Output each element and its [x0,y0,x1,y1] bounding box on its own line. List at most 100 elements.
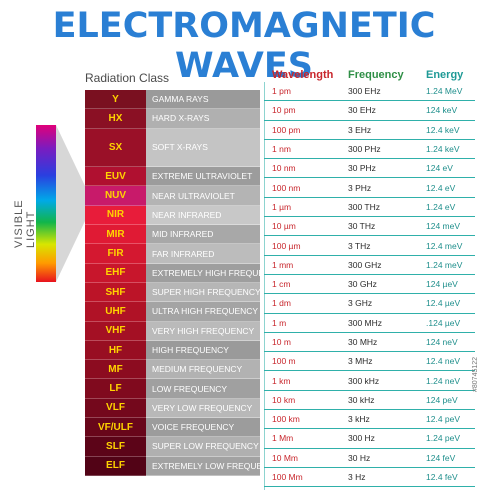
wavelength-header: Wavelength [272,69,334,81]
table-row: 1 µm 300 THz 1.24 eV [264,198,475,218]
frequency-value: 300 GHz [348,259,382,270]
wavelength-value: 1 pm [272,86,291,97]
energy-value: 1.24 MeV [426,86,463,97]
radiation-name: EXTREME ULTRAVIOLET [146,167,260,187]
wavelength-value: 10 Mm [272,452,298,463]
energy-value: 124 peV [426,394,458,405]
table-row: 100 m 3 MHz 12.4 neV [264,352,475,372]
radiation-code: VHF [85,321,146,341]
energy-value: 12.4 peV [426,414,461,425]
radiation-code: UHF [85,302,146,322]
radiation-name: VERY LOW FREQUENCY [146,398,260,419]
table-row: 100 pm 3 EHz 12.4 keV [264,121,475,140]
frequency-value: 300 EHz [348,86,381,97]
frequency-value: 30 PHz [348,163,376,174]
energy-value: 12.4 eV [426,182,456,193]
radiation-class-header: Radiation Class [85,71,170,85]
table-row: 100 Mm 3 Hz 12.4 feV [264,468,475,488]
radiation-name: SOFT X-RAYS [146,128,260,168]
frequency-value: 30 MHz [348,337,378,347]
frequency-value: 300 PHz [348,144,381,155]
radiation-name: HIGH FREQUENCY [146,340,260,361]
table-row: 10 km 30 kHz 124 peV [264,391,475,411]
wavelength-value: 10 µm [272,221,296,232]
frequency-value: 3 Hz [348,472,366,483]
frequency-value: 300 MHz [348,317,383,328]
wavelength-value: 100 pm [272,124,301,135]
radiation-code: VLF [85,398,146,419]
energy-value: 12.4 µeV [426,298,461,309]
visible-spectrum-bar [36,125,56,282]
frequency-header: Frequency [348,69,404,81]
grid-line [264,82,265,490]
wavelength-value: 1 mm [272,259,294,270]
frequency-value: 30 kHz [348,394,375,405]
radiation-name: SUPER HIGH FREQUENCY [146,282,261,303]
radiation-code: MF [85,360,146,380]
radiation-code: Y [85,90,146,110]
radiation-name: EXTREMELY LOW FREQUENCY [146,456,280,476]
frequency-value: 3 EHz [348,124,372,135]
radiation-name: LOW FREQUENCY [146,379,260,399]
energy-value: 12.4 neV [426,356,461,367]
frequency-value: 3 THz [348,240,371,251]
radiation-code: ELF [85,456,146,476]
wavelength-value: 100 m [272,356,296,367]
energy-value: 124 eV [426,163,453,174]
frequency-value: 30 THz [348,221,376,232]
radiation-code: SX [85,128,146,168]
wavelength-value: 100 µm [272,240,301,251]
energy-value: 124 meV [426,221,461,232]
page-title: ELECTROMAGNETIC WAVES [52,6,436,86]
table-row: 1 pm 300 EHz 1.24 MeV [264,82,475,102]
energy-value: 1.24 keV [426,144,460,155]
table-row: 10 pm 30 EHz 124 keV [264,101,475,121]
frequency-value: 30 GHz [348,279,377,290]
wavelength-value: 1 km [272,375,291,386]
table-row: 1 km 300 kHz 1.24 neV [264,371,475,391]
energy-header: Energy [426,69,464,81]
frequency-value: 30 EHz [348,105,376,116]
table-row: 100 nm 3 PHz 12.4 eV [264,178,475,198]
table-row: 10 nm 30 PHz 124 eV [264,159,475,179]
spectrum-wedge [56,125,85,282]
radiation-code: EUV [85,167,146,187]
table-row: 1 Mm 300 Hz 1.24 peV [264,429,475,449]
watermark-id: #80745122 [472,356,479,392]
radiation-name: VOICE FREQUENCY [146,418,260,438]
energy-value: 1.24 neV [426,375,461,386]
frequency-value: 3 kHz [348,414,370,425]
table-row: 10 m 30 MHz 124 neV [264,333,475,353]
table-row: 10 Mm 30 Hz 124 feV [264,449,475,468]
energy-value: 124 keV [426,105,458,116]
wavelength-value: 1 cm [272,279,291,290]
wavelength-value: 100 km [272,414,300,425]
frequency-value: 3 PHz [348,182,372,193]
wavelength-value: 1 nm [272,144,291,155]
wavelength-value: 10 nm [272,163,296,174]
radiation-name: FAR INFRARED [146,244,260,264]
radiation-code: HF [85,340,146,361]
radiation-code: SHF [85,282,146,303]
radiation-name: EXTREMELY HIGH FREQUENCY [146,263,282,283]
wavelength-value: 1 m [272,317,287,328]
radiation-code: SLF [85,437,146,457]
table-row: 1 cm 30 GHz 124 µeV [264,275,475,295]
energy-value: .124 µeV [426,317,461,328]
radiation-name: NEAR INFRARED [146,205,260,226]
radiation-name: NEAR ULTRAVIOLET [146,186,260,206]
energy-value: 12.4 keV [426,124,460,135]
radiation-name: MEDIUM FREQUENCY [146,360,260,380]
values-grid: 1 pm 300 EHz 1.24 MeV 10 pm 30 EHz 124 keV 100… [264,82,475,488]
wavelength-value: 10 m [272,337,291,347]
table-row: 1 nm 300 PHz 1.24 keV [264,140,475,160]
wavelength-value: 100 nm [272,182,301,193]
energy-value: 124 neV [426,337,458,347]
wavelength-value: 100 Mm [272,472,303,483]
visible-light-label: VISIBLE LIGHT [13,199,37,248]
energy-value: 1.24 meV [426,259,463,270]
radiation-name: SUPER LOW FREQUENCY [146,437,260,457]
table-row: 1 m 300 MHz .124 µeV [264,314,475,333]
radiation-name: HARD X-RAYS [146,109,260,129]
energy-value: 1.24 eV [426,201,456,212]
